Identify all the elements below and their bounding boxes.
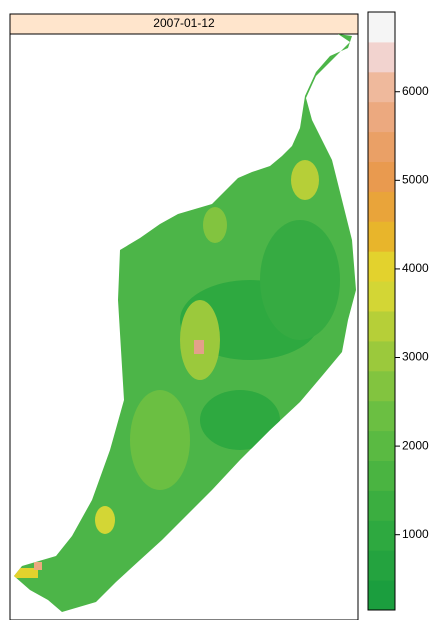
tick-label: 6000 — [402, 84, 429, 98]
colorbar-band — [368, 12, 395, 42]
colorbar-band — [368, 461, 395, 491]
chart: 2007-01-12 1000 2000 3000 4000 5000 6000 — [0, 0, 438, 620]
tick-label: 1000 — [402, 527, 429, 541]
tick-label: 5000 — [402, 172, 429, 186]
colorbar-band — [368, 401, 395, 431]
page: 2007-01-12 100020003000400050006000 (() … — [0, 0, 438, 620]
tick-label: 2000 — [402, 438, 429, 452]
colorbar-band — [368, 191, 395, 221]
panel-title: 2007-01-12 — [153, 16, 215, 30]
colorbar-band — [368, 221, 395, 251]
colorbar-band — [368, 431, 395, 461]
colorbar-band — [368, 490, 395, 520]
colorbar-band — [368, 281, 395, 311]
colorbar-band — [368, 520, 395, 550]
colorbar-band — [368, 72, 395, 102]
colorbar-band — [368, 311, 395, 341]
colorbar: 1000 2000 3000 4000 5000 6000 — [368, 12, 429, 611]
colorbar-band — [368, 162, 395, 192]
colorbar-band — [368, 42, 395, 72]
tick-label: 3000 — [402, 350, 429, 364]
colorbar-band — [368, 580, 395, 610]
colorbar-band — [368, 341, 395, 371]
colorbar-band — [368, 132, 395, 162]
colorbar-band — [368, 550, 395, 580]
tick-label: 4000 — [402, 261, 429, 275]
colorbar-band — [368, 102, 395, 132]
colorbar-band — [368, 371, 395, 401]
colorbar-band — [368, 251, 395, 281]
